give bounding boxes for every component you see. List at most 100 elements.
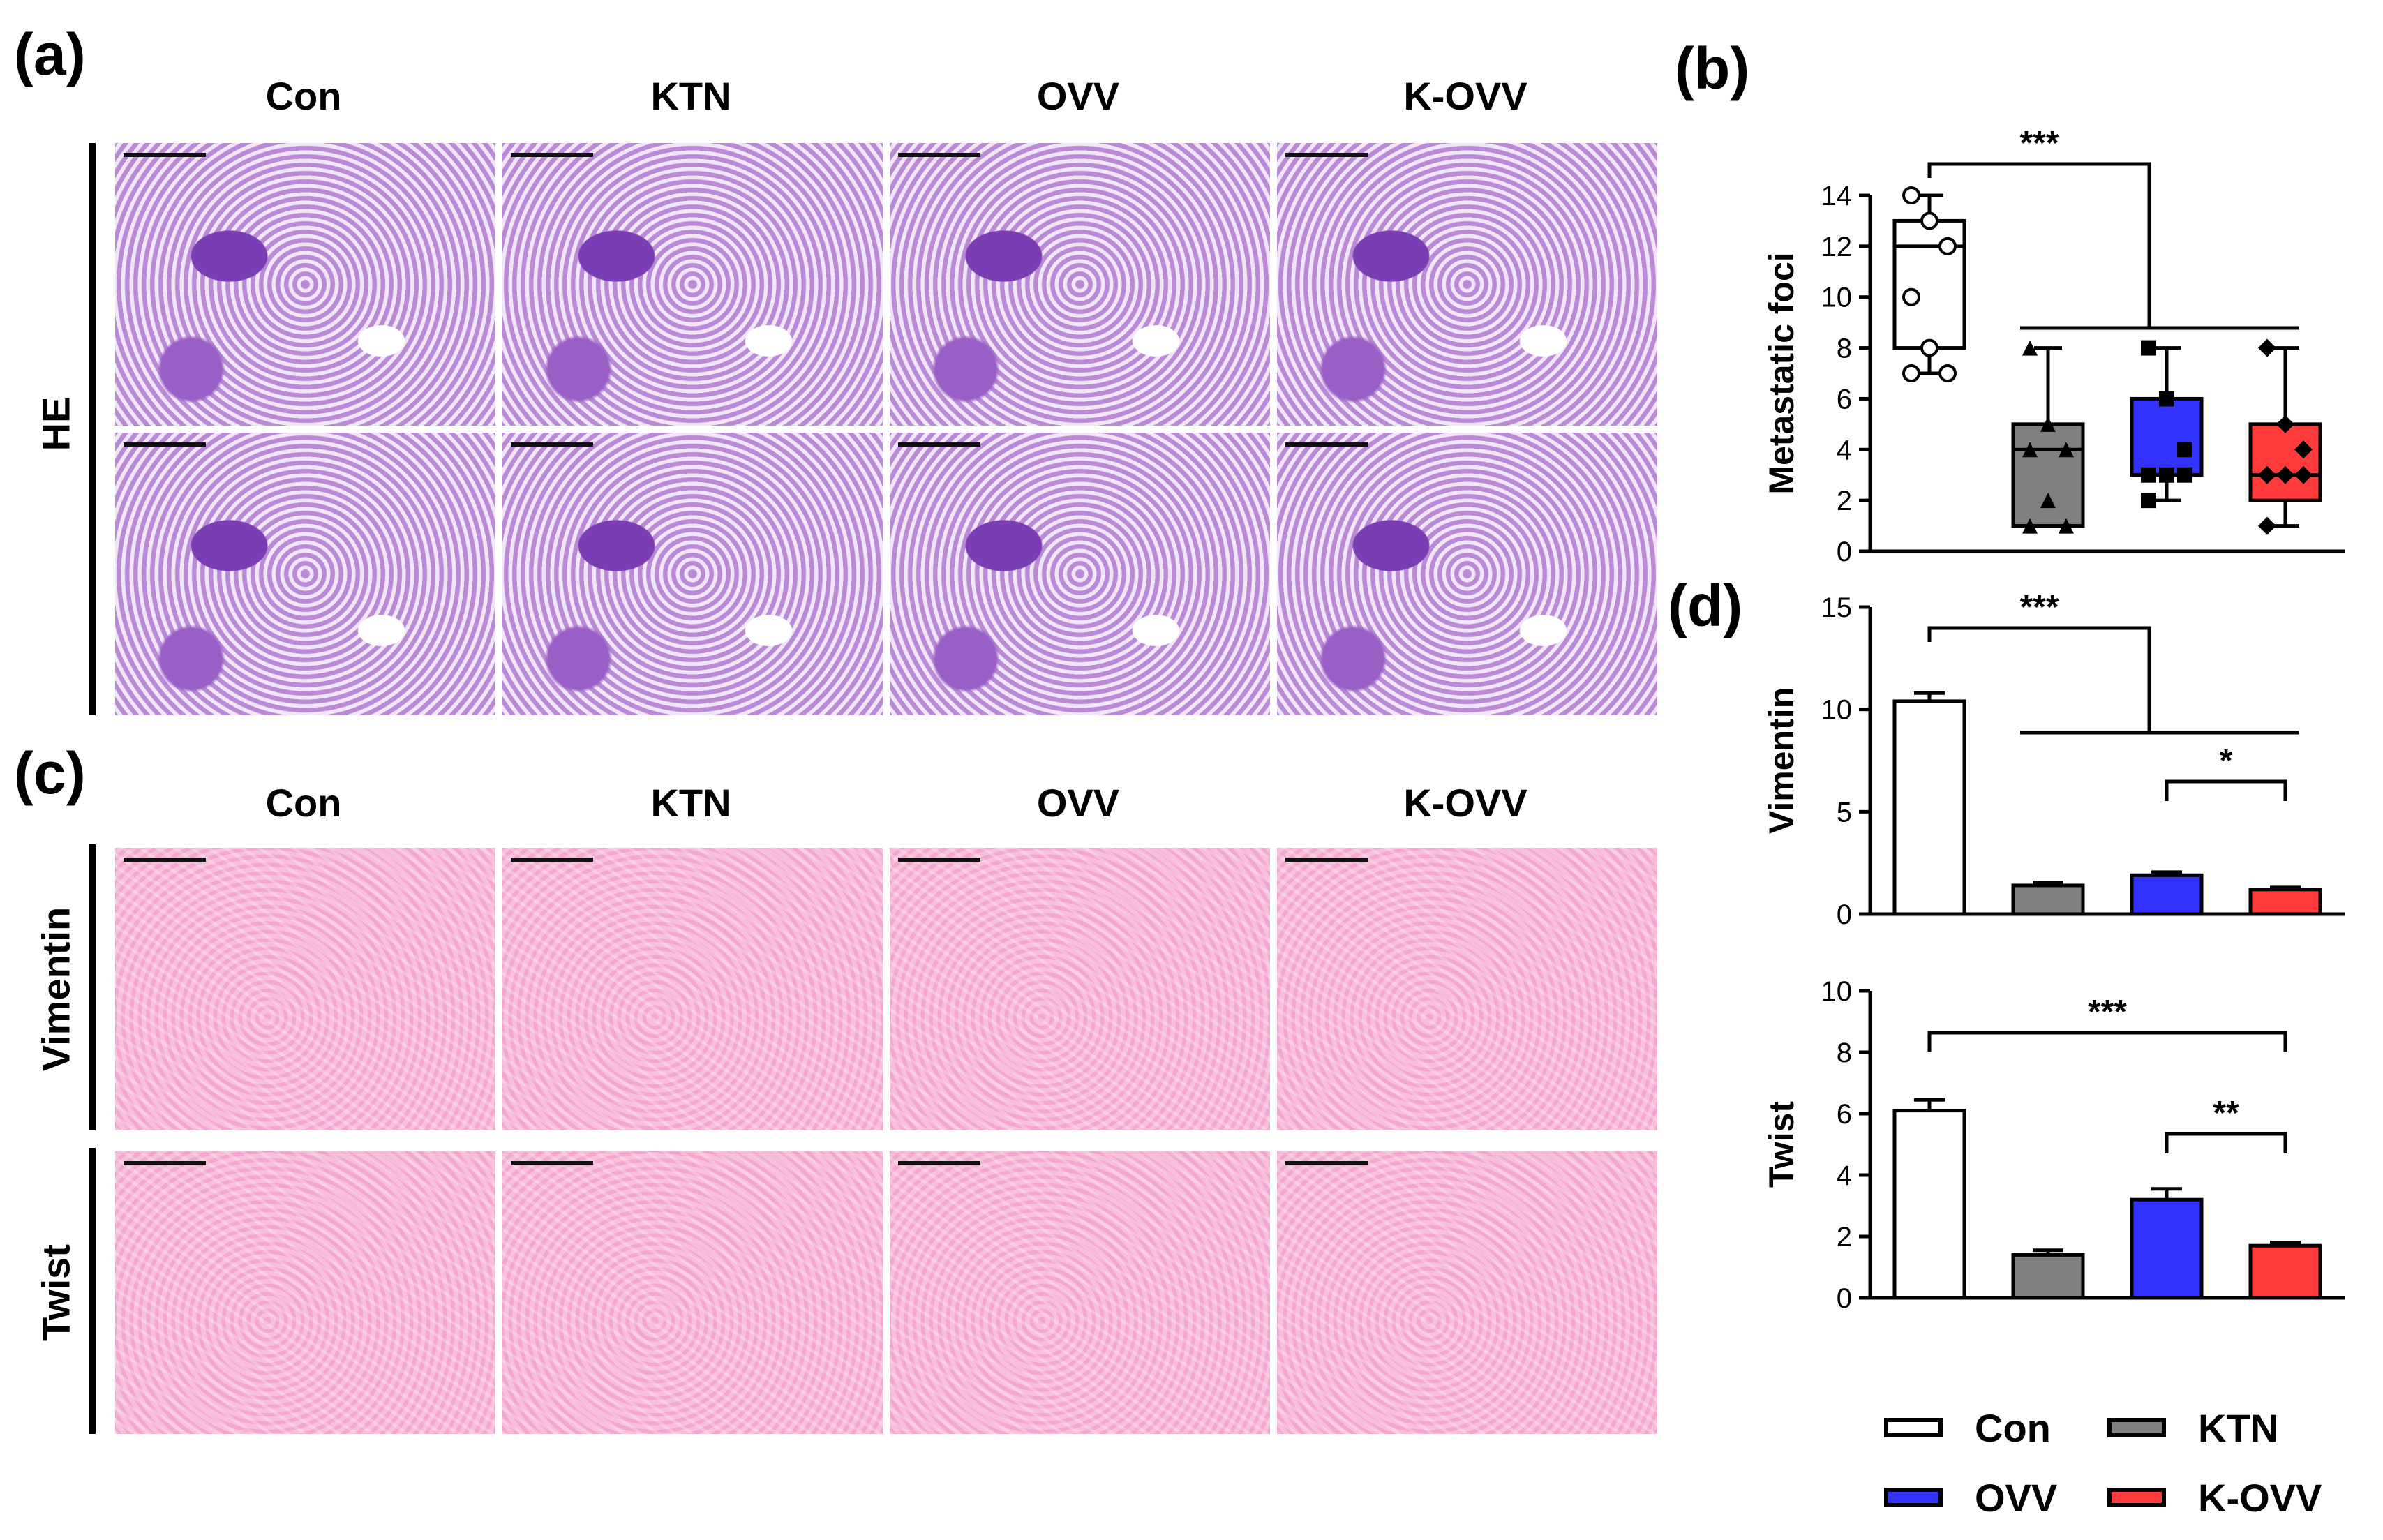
data-point	[1902, 287, 1920, 306]
c-row-label-vimentin: Vimentin	[33, 906, 78, 1072]
scale-bar	[511, 442, 593, 447]
legend-label-k-ovv: K-OVV	[2198, 1476, 2322, 1520]
y-tick-label: 6	[1837, 384, 1852, 414]
vimentin-image-ovv	[890, 848, 1270, 1130]
legend-label-con: Con	[1975, 1406, 2051, 1450]
panel-label-b: (b)	[1675, 36, 1750, 101]
data-point	[2159, 391, 2174, 407]
he-image-k-ovv-2	[1277, 433, 1657, 715]
y-tick-label: 8	[1837, 1038, 1852, 1068]
legend-item-ktn: KTN	[2107, 1403, 2338, 1458]
data-point	[1920, 211, 1938, 230]
y-tick-label: 10	[1821, 695, 1853, 726]
data-point	[2159, 467, 2174, 483]
legend-item-con: Con	[1884, 1403, 2114, 1458]
panel-label-d: (d)	[1668, 573, 1743, 638]
legend-swatch-ovv	[1884, 1488, 1943, 1507]
y-tick-label: 15	[1821, 592, 1853, 623]
data-point	[2177, 467, 2192, 483]
data-point	[1938, 364, 1957, 382]
scale-bar	[511, 1161, 593, 1165]
significance-label: *	[2220, 742, 2233, 779]
y-axis-label: Twist	[1762, 1101, 1801, 1188]
box-K-OVV	[2248, 422, 2322, 502]
y-tick-label: 0	[1837, 537, 1852, 567]
legend-swatch-k-ovv	[2107, 1488, 2166, 1507]
significance-label: **	[2213, 1095, 2239, 1132]
y-axis-label: Metastatic foci	[1762, 252, 1801, 494]
box-KTN	[2011, 422, 2085, 528]
y-tick-label: 4	[1837, 435, 1852, 465]
data-point	[2177, 442, 2192, 458]
bar-OVV	[2130, 873, 2204, 916]
a-col-header-ktn: KTN	[650, 74, 731, 118]
y-tick-label: 5	[1837, 797, 1852, 828]
he-image-ovv-1	[890, 143, 1270, 426]
c-col-header-ovv: OVV	[1036, 781, 1120, 825]
scale-bar	[898, 1161, 980, 1165]
twist-image-k-ovv	[1277, 1151, 1657, 1434]
bar-K-OVV	[2248, 888, 2322, 916]
bar-KTN	[2011, 1253, 2085, 1300]
y-tick-label: 2	[1837, 486, 1852, 516]
bar-OVV	[2130, 1197, 2204, 1300]
significance-bracket	[2165, 1132, 2287, 1153]
data-point	[2040, 416, 2056, 432]
legend-swatch-con	[1884, 1418, 1943, 1437]
y-tick-label: 4	[1837, 1160, 1852, 1191]
data-point	[2022, 442, 2038, 458]
data-point	[2294, 465, 2313, 484]
c-col-header-ktn: KTN	[650, 781, 731, 825]
legend-item-k-ovv: K-OVV	[2107, 1472, 2338, 1528]
data-point	[1902, 364, 1920, 382]
y-tick-label: 0	[1837, 1283, 1852, 1314]
vimentin-image-ktn	[502, 848, 883, 1130]
scale-bar	[898, 858, 980, 862]
significance-label: ***	[2019, 589, 2059, 626]
scale-bar	[124, 442, 206, 447]
data-point	[2059, 442, 2074, 458]
data-point	[2022, 518, 2038, 534]
bar-K-OVV	[2248, 1243, 2322, 1300]
legend-swatch-ktn	[2107, 1418, 2166, 1437]
data-point	[1938, 237, 1957, 255]
y-tick-label: 10	[1821, 283, 1853, 313]
scale-bar	[898, 442, 980, 447]
box-OVV	[2130, 396, 2204, 477]
c-col-header-k-ovv: K-OVV	[1403, 781, 1527, 825]
scale-bar	[511, 153, 593, 157]
chart-metastatic-foci: 0 2 4 6 8 10 12 14 Metastatic foci ***	[1762, 126, 2345, 567]
legend-label-ovv: OVV	[1975, 1476, 2058, 1520]
bar-KTN	[2011, 883, 2085, 916]
panel-label-c: (c)	[14, 740, 86, 806]
scale-bar	[124, 858, 206, 862]
y-tick-label: 14	[1821, 181, 1853, 211]
twist-image-ktn	[502, 1151, 883, 1434]
c-col-header-con: Con	[265, 781, 342, 825]
data-point	[2141, 467, 2156, 483]
data-point	[2258, 338, 2276, 357]
data-point	[2276, 465, 2294, 484]
data-point	[2040, 493, 2056, 509]
data-point	[1920, 338, 1938, 357]
y-axis-label: Vimentin	[1762, 687, 1801, 834]
panel-label-a: (a)	[14, 22, 86, 87]
c-row-bracket-twist	[89, 1148, 96, 1434]
c-row-bracket-vimentin	[89, 844, 96, 1130]
he-image-ovv-2	[890, 433, 1270, 715]
data-point	[2141, 493, 2156, 509]
vimentin-image-con	[115, 848, 495, 1130]
he-image-con-1	[115, 143, 495, 426]
he-image-k-ovv-1	[1277, 143, 1657, 426]
a-col-header-ovv: OVV	[1036, 74, 1120, 118]
y-tick-label: 2	[1837, 1222, 1852, 1253]
he-image-con-2	[115, 433, 495, 715]
y-tick-label: 10	[1821, 976, 1853, 1007]
scale-bar	[1285, 1161, 1368, 1165]
scale-bar	[1285, 442, 1368, 447]
scale-bar	[1285, 153, 1368, 157]
data-point	[2022, 340, 2038, 356]
twist-image-ovv	[890, 1151, 1270, 1434]
